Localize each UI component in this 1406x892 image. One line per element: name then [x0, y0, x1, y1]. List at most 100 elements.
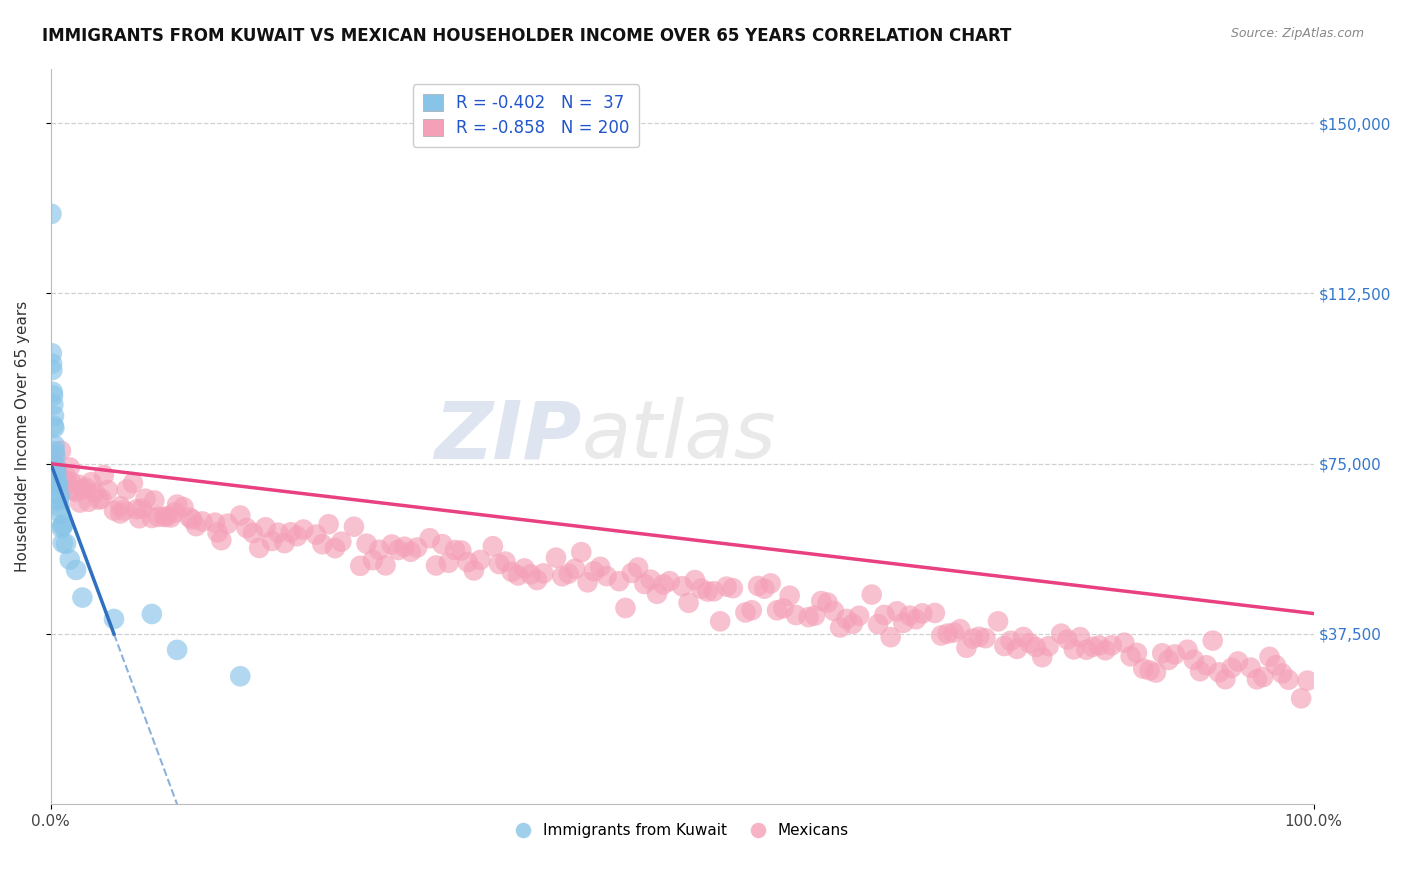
- Mexicans: [217, 516, 239, 531]
- Immigrants from Kuwait: [45, 467, 67, 481]
- Mexicans: [87, 492, 110, 507]
- Mexicans: [1195, 658, 1218, 673]
- Mexicans: [929, 628, 952, 642]
- Mexicans: [437, 556, 460, 570]
- Mexicans: [779, 589, 801, 603]
- Mexicans: [967, 630, 990, 644]
- Mexicans: [501, 565, 523, 579]
- Mexicans: [551, 569, 574, 583]
- Mexicans: [683, 573, 706, 587]
- Mexicans: [1076, 642, 1098, 657]
- Mexicans: [1018, 636, 1040, 650]
- Immigrants from Kuwait: [48, 491, 70, 506]
- Mexicans: [457, 555, 479, 569]
- Mexicans: [1012, 630, 1035, 644]
- Mexicans: [1251, 670, 1274, 684]
- Mexicans: [463, 564, 485, 578]
- Text: IMMIGRANTS FROM KUWAIT VS MEXICAN HOUSEHOLDER INCOME OVER 65 YEARS CORRELATION C: IMMIGRANTS FROM KUWAIT VS MEXICAN HOUSEH…: [42, 27, 1011, 45]
- Mexicans: [1246, 673, 1268, 687]
- Mexicans: [1000, 633, 1022, 648]
- Immigrants from Kuwait: [41, 346, 63, 360]
- Immigrants from Kuwait: [41, 207, 63, 221]
- Mexicans: [72, 483, 94, 497]
- Mexicans: [1144, 665, 1167, 680]
- Text: ZIP: ZIP: [434, 398, 581, 475]
- Mexicans: [1164, 648, 1187, 662]
- Mexicans: [830, 621, 852, 635]
- Immigrants from Kuwait: [42, 384, 65, 399]
- Mexicans: [273, 536, 295, 550]
- Mexicans: [1202, 633, 1225, 648]
- Mexicans: [508, 568, 530, 582]
- Mexicans: [172, 500, 194, 515]
- Mexicans: [406, 541, 429, 555]
- Text: atlas: atlas: [581, 398, 776, 475]
- Mexicans: [42, 452, 65, 467]
- Mexicans: [311, 537, 333, 551]
- Mexicans: [75, 481, 97, 495]
- Mexicans: [1189, 664, 1212, 678]
- Mexicans: [1258, 649, 1281, 664]
- Mexicans: [544, 550, 567, 565]
- Mexicans: [49, 443, 72, 458]
- Mexicans: [709, 615, 731, 629]
- Mexicans: [620, 566, 643, 580]
- Mexicans: [949, 622, 972, 636]
- Immigrants from Kuwait: [42, 398, 65, 412]
- Immigrants from Kuwait: [42, 418, 65, 433]
- Mexicans: [156, 509, 179, 524]
- Mexicans: [444, 543, 467, 558]
- Mexicans: [1271, 666, 1294, 681]
- Mexicans: [125, 502, 148, 516]
- Mexicans: [1177, 642, 1199, 657]
- Mexicans: [904, 612, 927, 626]
- Mexicans: [1005, 641, 1028, 656]
- Immigrants from Kuwait: [44, 449, 66, 463]
- Mexicans: [159, 510, 181, 524]
- Mexicans: [911, 607, 934, 621]
- Immigrants from Kuwait: [55, 537, 77, 551]
- Mexicans: [734, 606, 756, 620]
- Mexicans: [141, 511, 163, 525]
- Mexicans: [235, 521, 257, 535]
- Mexicans: [658, 574, 681, 589]
- Immigrants from Kuwait: [103, 612, 125, 626]
- Mexicans: [1227, 655, 1250, 669]
- Mexicans: [531, 566, 554, 581]
- Immigrants from Kuwait: [72, 591, 94, 605]
- Mexicans: [886, 604, 908, 618]
- Mexicans: [153, 510, 176, 524]
- Immigrants from Kuwait: [45, 463, 67, 477]
- Immigrants from Kuwait: [41, 363, 63, 377]
- Mexicans: [1056, 632, 1078, 647]
- Immigrants from Kuwait: [51, 518, 73, 533]
- Mexicans: [785, 608, 807, 623]
- Immigrants from Kuwait: [51, 521, 73, 535]
- Mexicans: [848, 608, 870, 623]
- Mexicans: [77, 495, 100, 509]
- Mexicans: [305, 527, 328, 541]
- Mexicans: [671, 579, 693, 593]
- Mexicans: [1277, 673, 1299, 687]
- Mexicans: [318, 517, 340, 532]
- Mexicans: [450, 543, 472, 558]
- Mexicans: [640, 573, 662, 587]
- Mexicans: [93, 468, 115, 483]
- Mexicans: [374, 558, 396, 573]
- Mexicans: [52, 473, 75, 487]
- Immigrants from Kuwait: [48, 500, 70, 515]
- Mexicans: [209, 533, 232, 548]
- Mexicans: [1264, 658, 1286, 673]
- Mexicans: [470, 553, 492, 567]
- Mexicans: [804, 608, 827, 623]
- Mexicans: [1101, 638, 1123, 652]
- Mexicans: [652, 577, 675, 591]
- Mexicans: [280, 525, 302, 540]
- Mexicans: [122, 476, 145, 491]
- Immigrants from Kuwait: [41, 357, 63, 371]
- Y-axis label: Householder Income Over 65 years: Householder Income Over 65 years: [15, 301, 30, 572]
- Mexicans: [754, 582, 776, 596]
- Mexicans: [131, 501, 153, 516]
- Mexicans: [936, 626, 959, 640]
- Immigrants from Kuwait: [45, 458, 67, 473]
